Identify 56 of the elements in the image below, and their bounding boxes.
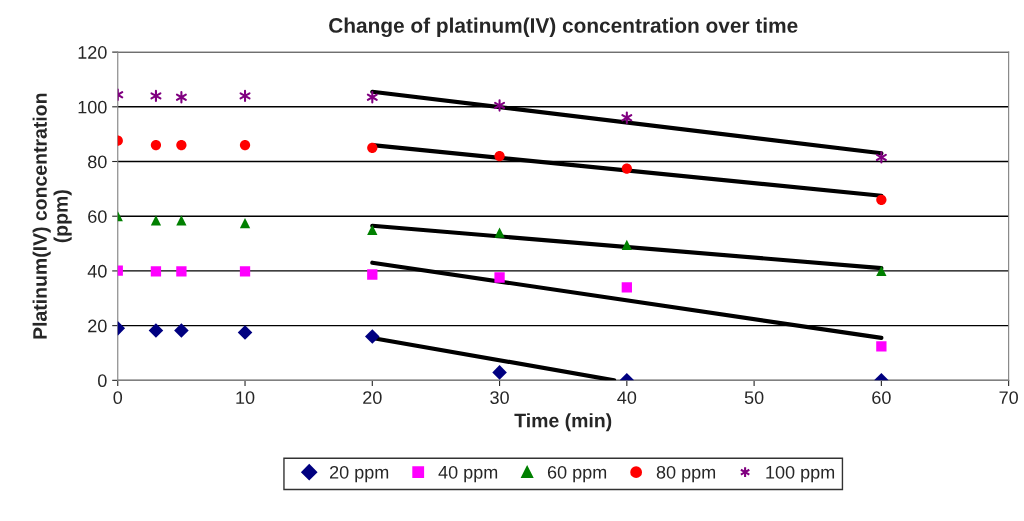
point — [239, 217, 251, 229]
x-tick-label: 0 — [113, 391, 123, 405]
point — [366, 91, 378, 104]
point — [176, 215, 187, 226]
y-tick-label: 80 — [88, 155, 107, 169]
y-axis-title: Platinum(IV) concentration (ppm) — [32, 93, 72, 339]
point — [876, 265, 887, 277]
point — [174, 323, 189, 338]
point — [239, 139, 251, 151]
x-tick-label: 40 — [617, 391, 637, 405]
point — [494, 99, 506, 112]
point — [367, 224, 378, 236]
x-tick-label: 70 — [999, 391, 1018, 405]
chart-title: Change of platinum(IV) concentration over time — [329, 17, 798, 38]
x-tick-label: 10 — [236, 391, 255, 405]
legend-label: 80 ppm — [656, 465, 716, 483]
y-tick-label: 0 — [98, 374, 107, 388]
x-tick-label: 60 — [872, 391, 891, 405]
point — [150, 89, 162, 103]
legend-label: 60 ppm — [547, 465, 607, 483]
legend-label: 40 ppm — [438, 465, 498, 483]
point — [494, 150, 505, 162]
point — [492, 365, 507, 380]
point — [150, 215, 162, 226]
legend-label: 100 ppm — [766, 465, 835, 483]
point — [239, 266, 251, 277]
point — [176, 266, 187, 277]
point — [494, 272, 505, 283]
point — [876, 341, 887, 352]
point — [875, 151, 887, 164]
y-tick-label: 100 — [78, 100, 107, 114]
point — [150, 139, 162, 151]
point — [621, 163, 632, 174]
point — [876, 194, 887, 205]
point — [239, 89, 251, 103]
x-axis-title: Time (min) — [514, 413, 612, 432]
y-tick-label: 40 — [87, 264, 107, 278]
point — [237, 325, 253, 340]
x-tick-label: 50 — [744, 391, 764, 405]
x-tick-label: 30 — [490, 391, 509, 405]
point — [150, 266, 162, 277]
point — [367, 142, 378, 153]
point — [367, 269, 378, 280]
y-tick-label: 60 — [88, 210, 107, 223]
point — [365, 329, 380, 344]
point — [621, 239, 632, 251]
y-tick-label: 20 — [88, 319, 107, 333]
point — [175, 91, 187, 104]
x-tick-label: 20 — [363, 391, 382, 405]
legend-label: 20 ppm — [330, 465, 389, 483]
point — [494, 227, 505, 238]
point — [621, 282, 632, 293]
point — [621, 111, 633, 124]
y-tick-label: 120 — [78, 46, 107, 59]
point — [176, 139, 187, 151]
point — [148, 323, 164, 338]
